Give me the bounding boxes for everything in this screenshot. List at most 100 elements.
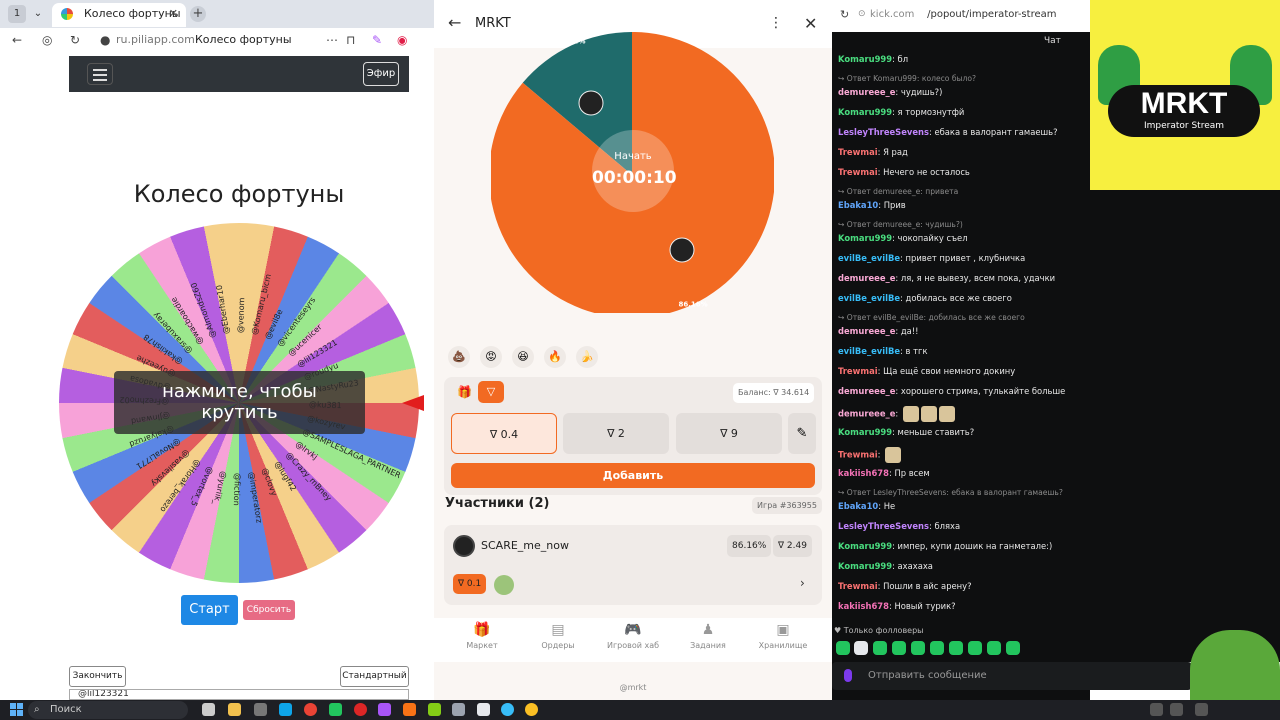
app-icon[interactable] [477,703,490,716]
chat-username[interactable]: Komaru999 [838,427,893,437]
add-bet-button[interactable]: Добавить [451,463,815,488]
app-icon[interactable] [378,703,391,716]
nav-orders[interactable]: ▤ Ордеры [522,622,594,650]
emote-icon[interactable] [836,641,850,655]
kick-url[interactable]: kick.com /popout/imperator-stream [870,9,1056,20]
site-info-icon[interactable]: ⊙ [858,9,866,19]
tab-actions-icon[interactable]: 1 [8,5,26,23]
gift-icon[interactable]: 🎁 [457,385,472,399]
emote-picker-icon[interactable] [844,669,852,682]
opera-icon[interactable] [354,703,367,716]
emoji-reaction[interactable]: 😆 [512,346,534,368]
edit-amount-icon[interactable]: ✎ [788,413,816,454]
app-icon[interactable] [254,703,267,716]
finish-button[interactable]: Закончить [69,666,126,687]
pen-icon[interactable]: ✎ [372,33,383,47]
chat-username[interactable]: Komaru999 [838,541,893,551]
reload-icon[interactable]: ↻ [840,8,850,21]
emoji-reaction[interactable]: 😡 [480,346,502,368]
chevron-right-icon[interactable]: › [800,576,805,590]
chat-username[interactable]: Trewmai [838,581,878,591]
spin-overlay[interactable]: нажмите, чтобы крутить [114,371,365,434]
emote-icon[interactable] [854,641,868,655]
app-icon[interactable] [403,703,416,716]
new-tab-button[interactable]: + [190,6,206,22]
chat-username[interactable]: evilBe_evilBe [838,253,901,263]
amount-option[interactable]: ∇ 0.4 [451,413,557,454]
chat-username[interactable]: kakiish678 [838,468,889,478]
more-icon[interactable]: ⋯ [326,33,338,47]
chat-username[interactable]: Komaru999 [838,233,893,243]
efir-button[interactable]: Эфир [363,62,399,86]
back-icon[interactable]: ← [12,33,23,47]
chat-username[interactable]: Ebaka10 [838,501,879,511]
emoji-reaction[interactable]: 🔥 [544,346,566,368]
start-button[interactable]: Старт [181,595,238,625]
chat-username[interactable]: demureee_e [838,87,896,97]
bookmark-icon[interactable]: ⊓ [346,33,356,47]
app-icon[interactable] [279,703,292,716]
chrome-icon[interactable] [304,703,317,716]
reload-icon[interactable]: ↻ [70,33,81,47]
chat-username[interactable]: Trewmai [838,449,878,460]
standard-button[interactable]: Стандартный [340,666,409,687]
back-arrow-icon[interactable]: ← [448,13,462,32]
reset-button[interactable]: Сбросить [243,600,295,620]
chat-username[interactable]: demureee_e [838,326,896,336]
close-tab-icon[interactable]: ✕ [168,7,178,20]
emote-icon[interactable] [873,641,887,655]
tab-list-icon[interactable]: ⌄ [33,8,43,19]
app-icon[interactable] [329,703,342,716]
emoji-reaction[interactable]: 💩 [448,346,470,368]
nav-tasks[interactable]: ♟ Задания [672,622,744,650]
chat-username[interactable]: Trewmai [838,147,878,157]
chat-username[interactable]: Komaru999 [838,561,893,571]
file-explorer-icon[interactable] [228,703,241,716]
nav-game-hub[interactable]: 🎮 Игровой хаб [597,622,669,650]
chat-username[interactable]: Komaru999 [838,107,893,117]
chat-username[interactable]: demureee_e [838,408,896,419]
app-icon[interactable] [428,703,441,716]
chat-username[interactable]: evilBe_evilBe [838,346,901,356]
url-text[interactable]: ru.piliapp.com [116,33,195,46]
chat-username[interactable]: Komaru999 [838,54,893,64]
emote-icon[interactable] [987,641,1001,655]
emoji-reaction[interactable]: 🍌 [576,346,598,368]
emote-icon[interactable] [1006,641,1020,655]
windows-start-icon[interactable] [10,703,24,717]
chat-username[interactable]: Trewmai [838,366,878,376]
tray-icon[interactable] [1150,703,1163,716]
menu-icon[interactable] [87,63,113,85]
app-icon[interactable] [452,703,465,716]
emote-icon[interactable] [911,641,925,655]
names-textarea[interactable]: @lil123321 [69,689,409,700]
amount-option[interactable]: ∇ 9 [676,413,782,454]
tab-wheel[interactable]: Колесо фортуны ✕ [52,3,186,27]
amount-option[interactable]: ∇ 2 [563,413,669,454]
tray-icon[interactable] [1170,703,1183,716]
kebab-menu-icon[interactable]: ⋮ [769,15,783,31]
tray-icon[interactable] [1195,703,1208,716]
participant-card[interactable]: SCARE_me_now 86.16% ∇ 2.49 ∇ 0.1 › [444,525,822,605]
emote-icon[interactable] [949,641,963,655]
nav-market[interactable]: 🎁 Маркет [446,622,518,650]
chat-username[interactable]: LesleyThreeSevens [838,521,929,531]
chat-username[interactable]: Ebaka10 [838,200,879,210]
yandex-icon[interactable] [525,703,538,716]
close-icon[interactable]: ✕ [804,14,818,33]
emote-icon[interactable] [968,641,982,655]
emote-icon[interactable] [892,641,906,655]
taskbar-search[interactable]: ⌕ Поиск [28,701,188,719]
chat-input[interactable]: Отправить сообщение [832,662,1192,690]
chat-username[interactable]: demureee_e [838,273,896,283]
chat-username[interactable]: LesleyThreeSevens [838,127,929,137]
ton-currency-icon[interactable]: ▽ [478,381,504,403]
chat-username[interactable]: Trewmai [838,167,878,177]
chat-username[interactable]: kakiish678 [838,601,889,611]
task-view-icon[interactable] [202,703,215,716]
profile-icon[interactable]: ◉ [397,33,408,47]
telegram-icon[interactable] [501,703,514,716]
emote-icon[interactable] [930,641,944,655]
nav-storage[interactable]: ▣ Хранилище [747,622,819,650]
chat-username[interactable]: demureee_e [838,386,896,396]
